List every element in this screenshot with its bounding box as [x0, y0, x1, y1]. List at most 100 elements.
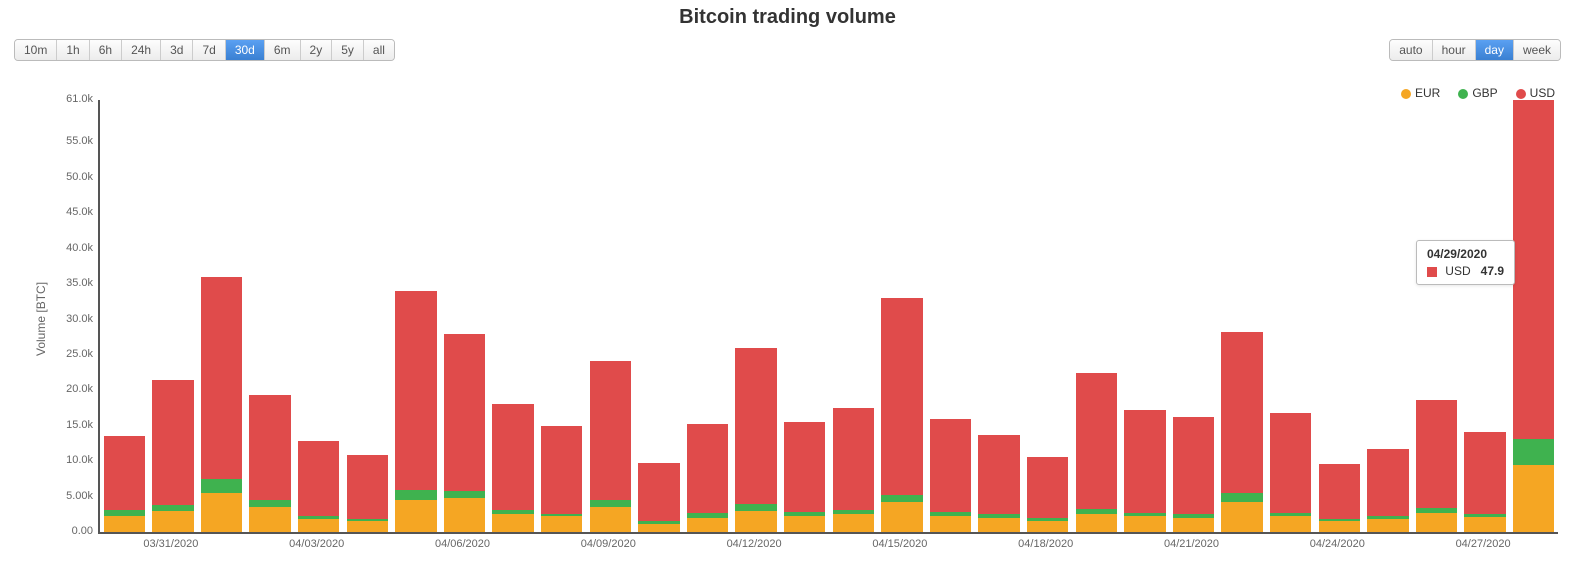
bar-segment-usd	[687, 424, 728, 513]
range-button-3d[interactable]: 3d	[161, 40, 193, 60]
range-button-30d[interactable]: 30d	[226, 40, 265, 60]
bar-segment-gbp	[1221, 493, 1262, 501]
bar-segment-eur	[249, 507, 290, 532]
range-button-5y[interactable]: 5y	[332, 40, 364, 60]
bar-segment-usd	[1513, 100, 1554, 439]
bar-segment-eur	[978, 518, 1019, 532]
bar-segment-eur	[1027, 521, 1068, 532]
bar[interactable]	[347, 455, 388, 532]
bar-segment-eur	[1173, 518, 1214, 532]
bar-segment-gbp	[1513, 439, 1554, 464]
bar-segment-usd	[104, 436, 145, 510]
bar-segment-usd	[1221, 332, 1262, 493]
legend-item-usd[interactable]: USD	[1516, 86, 1555, 100]
bar-segment-usd	[444, 334, 485, 491]
bar-segment-usd	[1416, 400, 1457, 508]
bar[interactable]	[1416, 400, 1457, 532]
bar[interactable]	[784, 422, 825, 532]
bar[interactable]	[1124, 410, 1165, 533]
bar-segment-eur	[104, 516, 145, 532]
x-tick-label: 04/21/2020	[1152, 538, 1232, 550]
bar[interactable]	[249, 395, 290, 532]
bar-segment-gbp	[249, 500, 290, 507]
bar[interactable]	[201, 277, 242, 532]
y-tick-label: 61.0k	[53, 93, 93, 105]
bar-segment-eur	[1319, 521, 1360, 532]
bar[interactable]	[1027, 457, 1068, 532]
y-tick-label: 35.0k	[53, 277, 93, 289]
bar-segment-usd	[881, 298, 922, 495]
y-tick-label: 25.0k	[53, 348, 93, 360]
range-button-all[interactable]: all	[364, 40, 394, 60]
range-button-24h[interactable]: 24h	[122, 40, 161, 60]
bar[interactable]	[638, 463, 679, 532]
bar-segment-usd	[978, 435, 1019, 514]
range-button-6h[interactable]: 6h	[90, 40, 122, 60]
chart-plot-area	[98, 100, 1558, 534]
legend-swatch	[1516, 89, 1526, 99]
bar[interactable]	[833, 408, 874, 532]
bar-segment-usd	[638, 463, 679, 521]
y-axis-label: Volume [BTC]	[34, 282, 48, 356]
bar[interactable]	[298, 441, 339, 532]
x-tick-label: 04/15/2020	[860, 538, 940, 550]
legend-item-eur[interactable]: EUR	[1401, 86, 1440, 100]
bar[interactable]	[735, 348, 776, 532]
bar[interactable]	[444, 334, 485, 532]
y-tick-label: 15.0k	[53, 419, 93, 431]
legend-label: EUR	[1415, 86, 1440, 100]
range-button-2y[interactable]: 2y	[301, 40, 333, 60]
y-tick-label: 50.0k	[53, 171, 93, 183]
bar[interactable]	[1270, 413, 1311, 532]
chart-tooltip: 04/29/2020 USD 47.9	[1416, 240, 1515, 285]
bar[interactable]	[1367, 449, 1408, 532]
y-tick-label: 30.0k	[53, 313, 93, 325]
bar[interactable]	[1221, 332, 1262, 532]
bar-segment-usd	[201, 277, 242, 479]
tooltip-date: 04/29/2020	[1427, 247, 1504, 261]
interval-button-hour[interactable]: hour	[1433, 40, 1476, 60]
interval-button-group: autohourdayweek	[1389, 39, 1561, 61]
bar[interactable]	[687, 424, 728, 532]
y-tick-label: 20.0k	[53, 383, 93, 395]
bar[interactable]	[1319, 464, 1360, 532]
y-tick-label: 45.0k	[53, 206, 93, 218]
bar[interactable]	[1513, 100, 1554, 532]
range-button-10m[interactable]: 10m	[15, 40, 57, 60]
bar[interactable]	[541, 426, 582, 532]
bar[interactable]	[492, 404, 533, 532]
bar[interactable]	[104, 436, 145, 532]
bar-segment-eur	[833, 514, 874, 532]
bar[interactable]	[1076, 373, 1117, 532]
bar-segment-usd	[1173, 417, 1214, 514]
bar[interactable]	[978, 435, 1019, 532]
bar-segment-eur	[1513, 465, 1554, 532]
bar-segment-eur	[1076, 514, 1117, 532]
bar[interactable]	[930, 419, 971, 532]
interval-button-day[interactable]: day	[1476, 40, 1514, 60]
interval-button-auto[interactable]: auto	[1390, 40, 1432, 60]
legend-swatch	[1458, 89, 1468, 99]
bar-segment-gbp	[444, 491, 485, 498]
y-tick-label: 55.0k	[53, 135, 93, 147]
bar-segment-eur	[930, 516, 971, 532]
bar-segment-eur	[638, 524, 679, 532]
x-tick-label: 04/03/2020	[277, 538, 357, 550]
bar-segment-usd	[347, 455, 388, 519]
legend-item-gbp[interactable]: GBP	[1458, 86, 1497, 100]
bar-segment-eur	[687, 518, 728, 532]
bar-segment-usd	[492, 404, 533, 510]
bar[interactable]	[881, 298, 922, 532]
bar[interactable]	[590, 361, 631, 532]
y-tick-label: 40.0k	[53, 242, 93, 254]
interval-button-week[interactable]: week	[1514, 40, 1560, 60]
bar[interactable]	[1173, 417, 1214, 532]
bar[interactable]	[1464, 432, 1505, 532]
toolbar: 10m1h6h24h3d7d30d6m2y5yall autohourdaywe…	[0, 29, 1575, 61]
bar[interactable]	[395, 291, 436, 532]
range-button-1h[interactable]: 1h	[57, 40, 89, 60]
range-button-7d[interactable]: 7d	[193, 40, 225, 60]
bar[interactable]	[152, 380, 193, 532]
range-button-6m[interactable]: 6m	[265, 40, 301, 60]
legend-label: GBP	[1472, 86, 1497, 100]
